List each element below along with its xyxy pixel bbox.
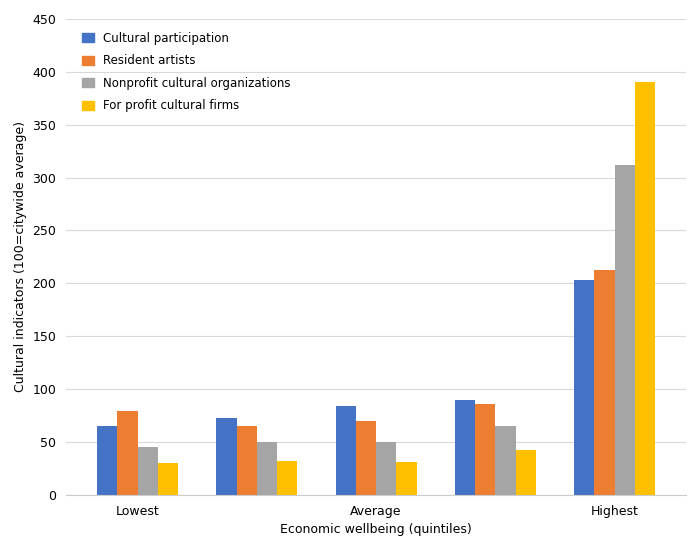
Legend: Cultural participation, Resident artists, Nonprofit cultural organizations, For : Cultural participation, Resident artists… bbox=[78, 29, 294, 116]
Bar bbox=[257, 442, 277, 495]
Y-axis label: Cultural indicators (100=citywide average): Cultural indicators (100=citywide averag… bbox=[14, 122, 27, 392]
Bar bbox=[356, 421, 376, 495]
Bar bbox=[376, 442, 396, 495]
Bar bbox=[277, 461, 297, 495]
Bar bbox=[237, 426, 257, 495]
Bar bbox=[455, 400, 475, 495]
Bar bbox=[496, 426, 516, 495]
Bar bbox=[118, 411, 138, 495]
Bar bbox=[97, 426, 118, 495]
Bar bbox=[158, 463, 178, 495]
Bar bbox=[635, 82, 655, 495]
Bar bbox=[574, 280, 594, 495]
Bar bbox=[594, 270, 615, 495]
X-axis label: Economic wellbeing (quintiles): Economic wellbeing (quintiles) bbox=[280, 523, 472, 536]
Bar bbox=[516, 450, 536, 495]
Bar bbox=[335, 406, 356, 495]
Bar bbox=[138, 447, 158, 495]
Bar bbox=[216, 417, 237, 495]
Bar bbox=[475, 404, 496, 495]
Bar bbox=[396, 462, 416, 495]
Bar bbox=[615, 165, 635, 495]
